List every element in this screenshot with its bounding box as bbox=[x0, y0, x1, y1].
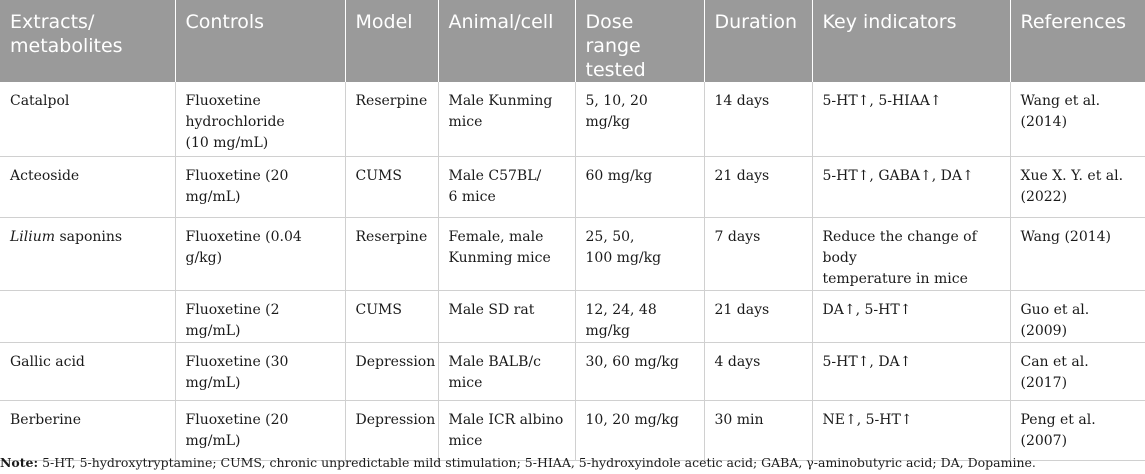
table-row: Lilium saponins Fluoxetine (0.04 g/kg) R… bbox=[0, 217, 1145, 291]
cell-controls: Fluoxetine (20 mg/mL) bbox=[175, 156, 346, 218]
cell-indicators: 5-HT↑, GABA↑, DA↑ bbox=[812, 156, 1011, 218]
note-text: 5-HT, 5-hydroxytryptamine; CUMS, chronic… bbox=[38, 455, 1036, 470]
cell-controls: Fluoxetine (2 mg/mL) bbox=[175, 290, 346, 343]
cell-duration: 14 days bbox=[704, 82, 813, 157]
table-row: Berberine Fluoxetine (20 mg/mL) Depressi… bbox=[0, 400, 1145, 461]
cell-extract-italic: Lilium bbox=[10, 228, 56, 245]
cell-indicators: DA↑, 5-HT↑ bbox=[812, 290, 1011, 343]
cell-reference: Guo et al. (2009) bbox=[1010, 290, 1145, 343]
cell-extract: Catalpol bbox=[0, 82, 176, 157]
cell-extract: Lilium saponins bbox=[0, 217, 176, 291]
cell-model: Depression bbox=[345, 342, 439, 401]
cell-controls: Fluoxetine (0.04 g/kg) bbox=[175, 217, 346, 291]
cell-extract-text: Acteoside bbox=[10, 167, 80, 184]
cell-controls: Fluoxetine hydrochloride (10 mg/mL) bbox=[175, 82, 346, 157]
cell-dose: 60 mg/kg bbox=[575, 156, 705, 218]
cell-dose: 12, 24, 48 mg/kg bbox=[575, 290, 705, 343]
cell-indicators: Reduce the change of body temperature in… bbox=[812, 217, 1011, 291]
cell-model: Reserpine bbox=[345, 82, 439, 157]
cell-dose: 25, 50, 100 mg/kg bbox=[575, 217, 705, 291]
data-table: Extracts/ metabolites Controls Model Ani… bbox=[0, 0, 1145, 461]
cell-controls: Fluoxetine (30 mg/mL) bbox=[175, 342, 346, 401]
cell-duration: 4 days bbox=[704, 342, 813, 401]
cell-duration: 21 days bbox=[704, 290, 813, 343]
cell-extract: Gallic acid bbox=[0, 342, 176, 401]
cell-model: Depression bbox=[345, 400, 439, 461]
cell-animal: Male BALB/c mice bbox=[438, 342, 576, 401]
cell-dose: 5, 10, 20 mg/kg bbox=[575, 82, 705, 157]
cell-model: CUMS bbox=[345, 290, 439, 343]
cell-reference: Wang (2014) bbox=[1010, 217, 1145, 291]
table-note: Note: 5-HT, 5-hydroxytryptamine; CUMS, c… bbox=[0, 455, 1036, 470]
cell-model: CUMS bbox=[345, 156, 439, 218]
table-row: Fluoxetine (2 mg/mL) CUMS Male SD rat 12… bbox=[0, 290, 1145, 343]
cell-dose: 30, 60 mg/kg bbox=[575, 342, 705, 401]
cell-duration: 21 days bbox=[704, 156, 813, 218]
table-row: Gallic acid Fluoxetine (30 mg/mL) Depres… bbox=[0, 342, 1145, 401]
cell-extract-text: saponins bbox=[55, 228, 123, 245]
cell-animal: Male Kunming mice bbox=[438, 82, 576, 157]
cell-extract-text: Berberine bbox=[10, 411, 81, 428]
cell-reference: Xue X. Y. et al. (2022) bbox=[1010, 156, 1145, 218]
cell-extract bbox=[0, 290, 176, 343]
col-header-references: References bbox=[1020, 11, 1127, 33]
cell-reference: Wang et al. (2014) bbox=[1010, 82, 1145, 157]
cell-animal: Male C57BL/ 6 mice bbox=[438, 156, 576, 218]
cell-extract: Acteoside bbox=[0, 156, 176, 218]
cell-animal: Male SD rat bbox=[438, 290, 576, 343]
cell-extract-text: Gallic acid bbox=[10, 353, 85, 370]
col-header-dose: Dose range tested bbox=[575, 0, 705, 82]
col-header-model: Model bbox=[345, 0, 439, 82]
cell-indicators: 5-HT↑, 5-HIAA↑ bbox=[812, 82, 1011, 157]
cell-duration: 7 days bbox=[704, 217, 813, 291]
cell-controls: Fluoxetine (20 mg/mL) bbox=[175, 400, 346, 461]
cell-animal: Female, male Kunming mice bbox=[438, 217, 576, 291]
note-label: Note: bbox=[0, 455, 39, 470]
cell-indicators: 5-HT↑, DA↑ bbox=[812, 342, 1011, 401]
cell-dose: 10, 20 mg/kg bbox=[575, 400, 705, 461]
cell-reference: Peng et al. (2007) bbox=[1010, 400, 1145, 461]
col-header-extracts: Extracts/ metabolites bbox=[0, 0, 176, 82]
col-header-indicators: Key indicators bbox=[812, 0, 1011, 82]
col-header-animal: Animal/cell bbox=[438, 0, 576, 82]
cell-extract-text: Catalpol bbox=[10, 93, 70, 109]
header-row: Extracts/ metabolites Controls Model Ani… bbox=[0, 0, 1145, 82]
cell-duration: 30 min bbox=[704, 400, 813, 461]
cell-reference: Can et al. (2017) bbox=[1010, 342, 1145, 401]
table-row: Acteoside Fluoxetine (20 mg/mL) CUMS Mal… bbox=[0, 156, 1145, 218]
col-header-duration: Duration bbox=[704, 0, 813, 82]
col-header-controls: Controls bbox=[175, 0, 346, 82]
cell-indicators: NE↑, 5-HT↑ bbox=[812, 400, 1011, 461]
cell-extract: Berberine bbox=[0, 400, 176, 461]
cell-model: Reserpine bbox=[345, 217, 439, 291]
table-row: Catalpol Fluoxetine hydrochloride (10 mg… bbox=[0, 82, 1145, 157]
cell-animal: Male ICR albino mice bbox=[438, 400, 576, 461]
